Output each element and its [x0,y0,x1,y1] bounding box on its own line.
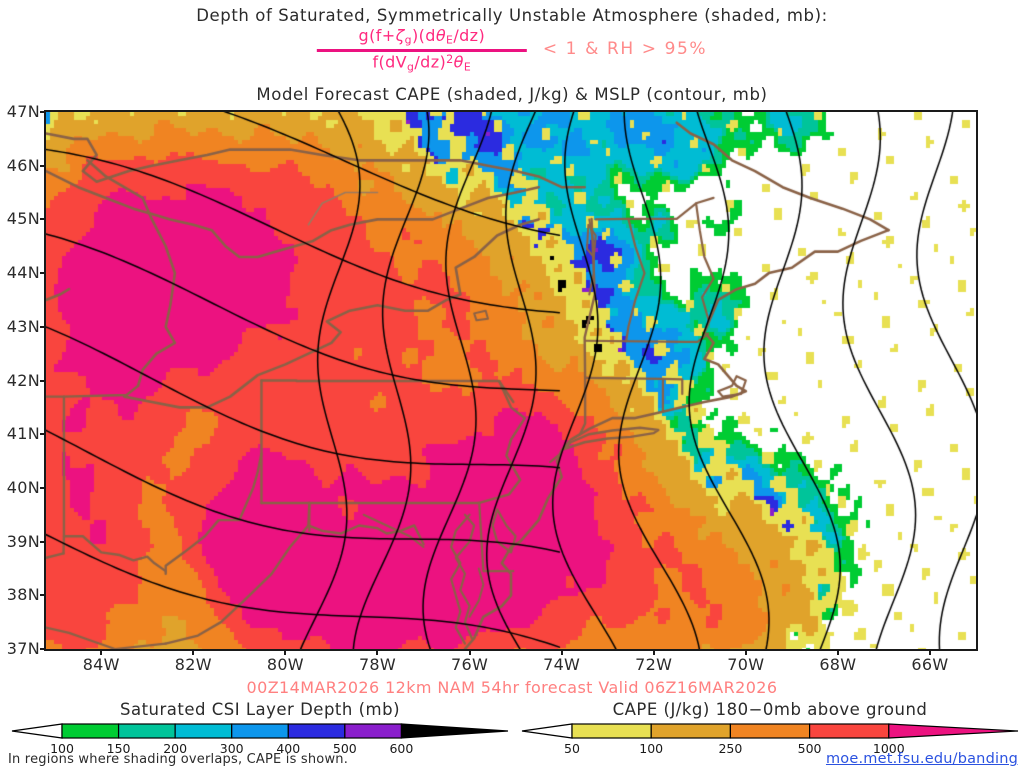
colorbar-tick-500: 500 [332,741,357,756]
legend-cape-title: CAPE (J/kg) 180−0mb above ground [612,700,928,719]
lat-label-41N: 41N [6,424,40,444]
lon-label-80W: 80W [266,655,304,674]
colorbar-tick-500: 500 [797,741,822,756]
legend-csi-depth: Saturated CSI Layer Depth (mb) 100 150 200… [10,700,510,756]
formula-fraction: g(f+ζg)(dθE/dz) f(dVg/dz)2θE [316,26,527,74]
colorbar-tick-50: 50 [564,741,580,756]
colorbar-tick-400: 400 [276,741,301,756]
colorbar-tick-100: 100 [639,741,664,756]
model-run-info: 00Z14MAR2026 12km NAM 54hr forecast Vali… [246,678,778,697]
legend-csi-title: Saturated CSI Layer Depth (mb) [119,700,401,719]
colorbar-tick-250: 250 [718,741,743,756]
colorbar-tick-600: 600 [389,741,414,756]
footer-note: In regions where shading overlaps, CAPE … [8,752,349,767]
colorbar-cape-swatches [521,723,1019,739]
lon-label-74W: 74W [543,655,581,674]
lat-label-46N: 46N [6,155,40,175]
colorbar-tick-300: 300 [219,741,244,756]
formula-numerator: g(f+ζg)(dθE/dz) [358,26,486,47]
colorbar-cape[interactable]: 50 100 250 500 1000 [520,722,1020,756]
lon-label-82W: 82W [174,655,212,674]
map-frame [44,110,978,651]
colorbar-cape-ticklabels: 50 100 250 500 1000 [520,741,1020,757]
lon-label-70W: 70W [727,655,765,674]
colorbar-tick-150: 150 [106,741,131,756]
formula-denominator: f(dVg/dz)2θE [372,52,472,73]
colorbar-tick-200: 200 [163,741,188,756]
lat-label-39N: 39N [6,531,40,551]
lat-label-38N: 38N [6,585,40,605]
lat-label-45N: 45N [6,209,40,229]
title-line-sub: Model Forecast CAPE (shaded, J/kg) & MSL… [256,85,768,104]
legend-cape: CAPE (J/kg) 180−0mb above ground 50 100 25… [520,700,1020,756]
footer-url-link[interactable]: moe.met.fsu.edu/banding [825,751,1018,767]
lon-label-68W: 68W [819,655,857,674]
lat-label-47N: 47N [6,102,40,121]
lat-label-44N: 44N [6,263,40,283]
lon-label-72W: 72W [635,655,673,674]
formula-condition: < 1 & RH > 95% [542,39,708,60]
lon-label-66W: 66W [911,655,949,674]
colorbar-csi-ticklabels: 100 150 200 300 400 500 600 [10,741,510,757]
formula-block: g(f+ζg)(dθE/dz) f(dVg/dz)2θE < 1 & RH > … [0,26,1024,83]
lon-label-84W: 84W [82,655,120,674]
colorbar-tick-100: 100 [50,741,74,756]
colorbar-tick-1000: 1000 [872,741,905,756]
forecast-map[interactable] [44,110,978,651]
lat-label-42N: 42N [6,370,40,390]
title-block: Depth of Saturated, Symmetrically Unstab… [0,0,1024,104]
lon-label-76W: 76W [451,655,489,674]
lat-label-40N: 40N [6,477,40,497]
lat-label-37N: 37N [6,639,40,658]
colorbar-csi[interactable]: 100 150 200 300 400 500 600 [10,722,510,756]
formula-fraction-bar [316,48,527,52]
colorbar-csi-swatches [11,723,509,739]
lat-label-43N: 43N [6,316,40,336]
lon-label-78W: 78W [358,655,397,674]
map-shading-canvas [46,112,976,649]
title-line-main: Depth of Saturated, Symmetrically Unstab… [196,6,828,25]
